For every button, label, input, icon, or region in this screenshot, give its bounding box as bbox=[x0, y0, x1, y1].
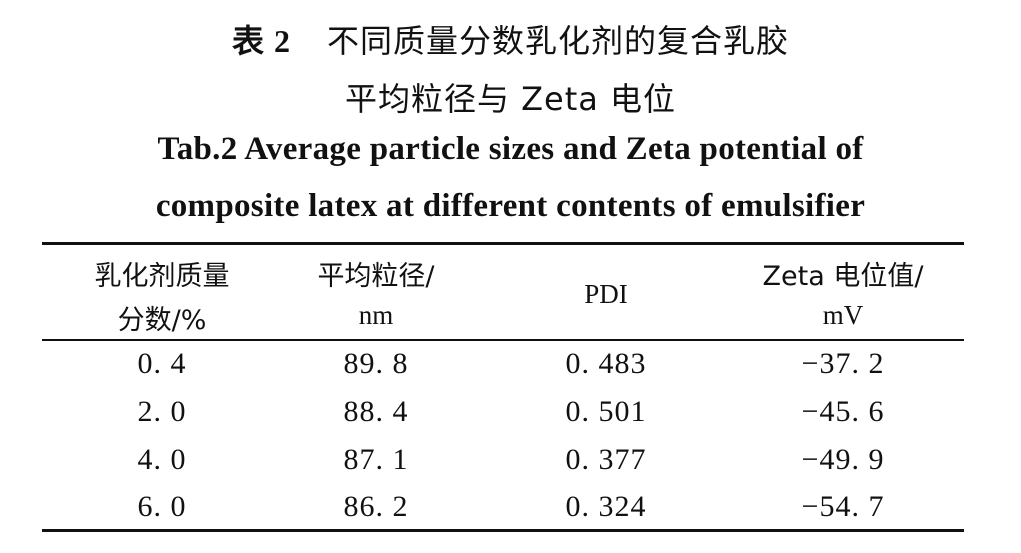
table-cell-pdi: 0. 324 bbox=[565, 490, 647, 523]
table-cell-emulsifier: 6. 0 bbox=[137, 490, 187, 523]
table-cell-emulsifier: 4. 0 bbox=[137, 443, 187, 476]
table-cell-zeta: −37. 2 bbox=[801, 347, 885, 380]
header-zeta-unit: mV bbox=[822, 300, 864, 330]
table-top-rule bbox=[42, 242, 964, 245]
table-cell-pdi: 0. 483 bbox=[565, 347, 647, 380]
caption-cn-title-2: 平均粒径与 Zeta 电位 bbox=[344, 80, 677, 118]
table-cell-pdi: 0. 377 bbox=[565, 443, 647, 476]
table-cell-zeta: −45. 6 bbox=[801, 395, 885, 428]
table-number-label: 表 2 bbox=[231, 23, 291, 59]
table-cell-zeta: −49. 9 bbox=[801, 443, 885, 476]
table-cell-particle-size: 87. 1 bbox=[343, 443, 409, 476]
table-cell-zeta: −54. 7 bbox=[801, 490, 885, 523]
header-particle-size-unit: nm bbox=[358, 300, 394, 330]
table-cell-pdi: 0. 501 bbox=[565, 395, 647, 428]
header-emulsifier-line1: 乳化剂质量 bbox=[94, 261, 230, 292]
table-caption-cn-line1: 表 2 不同质量分数乳化剂的复合乳胶 bbox=[0, 16, 1021, 62]
table-cell-emulsifier: 2. 0 bbox=[137, 395, 187, 428]
header-emulsifier-line2: 分数/% bbox=[117, 305, 207, 336]
header-zeta-line1: Zeta 电位值/ bbox=[762, 261, 924, 292]
caption-en-title-2: composite latex at different contents of… bbox=[155, 188, 866, 224]
table-cell-emulsifier: 0. 4 bbox=[137, 347, 187, 380]
table-header-rule bbox=[42, 339, 964, 341]
caption-cn-title-1: 不同质量分数乳化剂的复合乳胶 bbox=[327, 22, 790, 60]
table-cell-particle-size: 88. 4 bbox=[343, 395, 409, 428]
caption-en-title-1: Tab.2 Average particle sizes and Zeta po… bbox=[157, 131, 864, 167]
table-bottom-rule bbox=[42, 529, 964, 532]
header-pdi: PDI bbox=[584, 279, 628, 309]
table-cell-particle-size: 86. 2 bbox=[343, 490, 409, 523]
header-particle-size-line1: 平均粒径/ bbox=[317, 261, 435, 292]
table-cell-particle-size: 89. 8 bbox=[343, 347, 409, 380]
